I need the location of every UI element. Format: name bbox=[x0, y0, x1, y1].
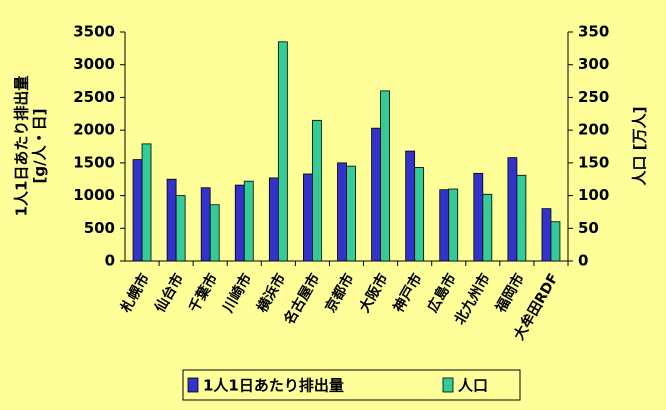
bar bbox=[132, 159, 143, 262]
y-tick-label: 3000 bbox=[73, 55, 115, 73]
x-tick-label: 大阪市 bbox=[356, 271, 392, 316]
bar bbox=[200, 187, 211, 262]
bar bbox=[550, 221, 561, 262]
bar bbox=[414, 167, 425, 262]
legend-box bbox=[182, 369, 521, 401]
y-axis-unit: [g/人・日] bbox=[31, 109, 49, 184]
bar bbox=[303, 173, 313, 262]
bar bbox=[243, 180, 254, 262]
x-tick-label: 千葉市 bbox=[185, 271, 221, 316]
y2-tick-label: 150 bbox=[578, 153, 609, 171]
y-tick-label: 2000 bbox=[73, 121, 115, 139]
bar bbox=[268, 177, 279, 262]
bar bbox=[439, 189, 450, 262]
bar bbox=[507, 157, 518, 262]
y-tick-label: 2500 bbox=[73, 88, 115, 106]
y-axis-title: 1人1日あたり排出量 bbox=[13, 76, 31, 217]
bar bbox=[175, 195, 186, 262]
bar bbox=[371, 127, 381, 262]
bar bbox=[473, 172, 484, 262]
y2-tick-label: 100 bbox=[578, 186, 609, 204]
x-tick-label: 横浜市 bbox=[254, 271, 290, 316]
y2-tick-label: 50 bbox=[578, 219, 599, 237]
x-tick-label: 仙台市 bbox=[151, 271, 187, 316]
y2-tick-label: 250 bbox=[578, 88, 609, 106]
y2-tick-label: 0 bbox=[578, 252, 588, 270]
y2-tick-label: 300 bbox=[578, 55, 609, 73]
bar bbox=[166, 178, 177, 262]
legend-swatch bbox=[187, 377, 199, 393]
x-tick-label: 広島市 bbox=[424, 271, 460, 316]
y2-axis-title: 人口 [万人] bbox=[631, 107, 649, 186]
x-tick-label: 札幌市 bbox=[117, 271, 153, 317]
bar bbox=[448, 188, 459, 262]
x-tick-label: 京都市 bbox=[322, 271, 358, 316]
y-tick-label: 1500 bbox=[73, 153, 115, 171]
bar bbox=[482, 193, 493, 262]
y2-tick-label: 200 bbox=[578, 121, 609, 139]
bar bbox=[277, 41, 288, 262]
bar bbox=[405, 150, 416, 262]
legend-swatch bbox=[442, 377, 454, 393]
bar bbox=[234, 184, 245, 262]
bar bbox=[209, 204, 220, 262]
legend-label: 1人1日あたり排出量 bbox=[203, 377, 344, 395]
bar bbox=[337, 162, 347, 262]
bar bbox=[541, 208, 552, 262]
y-tick-label: 0 bbox=[105, 252, 115, 270]
y-tick-label: 1000 bbox=[73, 186, 115, 204]
legend-label: 人口 bbox=[458, 377, 488, 395]
y-tick-label: 3500 bbox=[73, 23, 115, 41]
bar bbox=[346, 165, 356, 262]
x-tick-label: 福岡市 bbox=[492, 271, 528, 317]
bar bbox=[516, 174, 527, 262]
bar bbox=[380, 90, 390, 262]
bar bbox=[141, 143, 152, 262]
bar bbox=[312, 119, 322, 262]
y2-tick-label: 350 bbox=[578, 23, 609, 41]
x-tick-label: 神戸市 bbox=[390, 271, 426, 316]
y-axis-title-group: 1人1日あたり排出量 [g/人・日] bbox=[13, 76, 49, 217]
y-tick-label: 500 bbox=[84, 219, 115, 237]
x-tick-label: 川崎市 bbox=[219, 271, 255, 317]
